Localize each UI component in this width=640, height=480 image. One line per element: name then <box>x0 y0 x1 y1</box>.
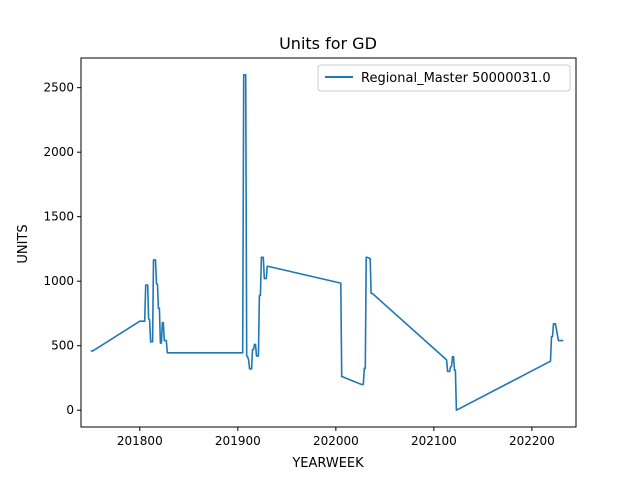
x-tick-label: 202200 <box>509 434 555 448</box>
legend-frame <box>317 64 571 92</box>
y-tick-label: 500 <box>51 339 74 353</box>
plot-area: 201800 201900 202000 202100 202200 0 500 1000 15… <box>43 57 577 448</box>
chart-title: Units for GD <box>279 34 377 53</box>
y-tick-label: 2000 <box>43 145 74 159</box>
x-tick-label: 202100 <box>411 434 457 448</box>
y-tick-label: 0 <box>66 403 74 417</box>
x-axis-label: YEARWEEK <box>291 456 364 471</box>
plot-frame <box>80 57 577 428</box>
x-tick-label: 202000 <box>313 434 359 448</box>
series-line-0 <box>90 74 564 411</box>
legend: Regional_Master 50000031.0 <box>317 64 571 92</box>
y-axis-label: UNITS <box>16 224 31 263</box>
legend-series-label: Regional_Master 50000031.0 <box>361 71 551 86</box>
y-tick-label: 2500 <box>43 81 74 95</box>
y-tick-label: 1000 <box>43 274 74 288</box>
x-tick-label: 201800 <box>117 434 163 448</box>
y-tick-label: 1500 <box>43 210 74 224</box>
x-tick-label: 201900 <box>215 434 261 448</box>
